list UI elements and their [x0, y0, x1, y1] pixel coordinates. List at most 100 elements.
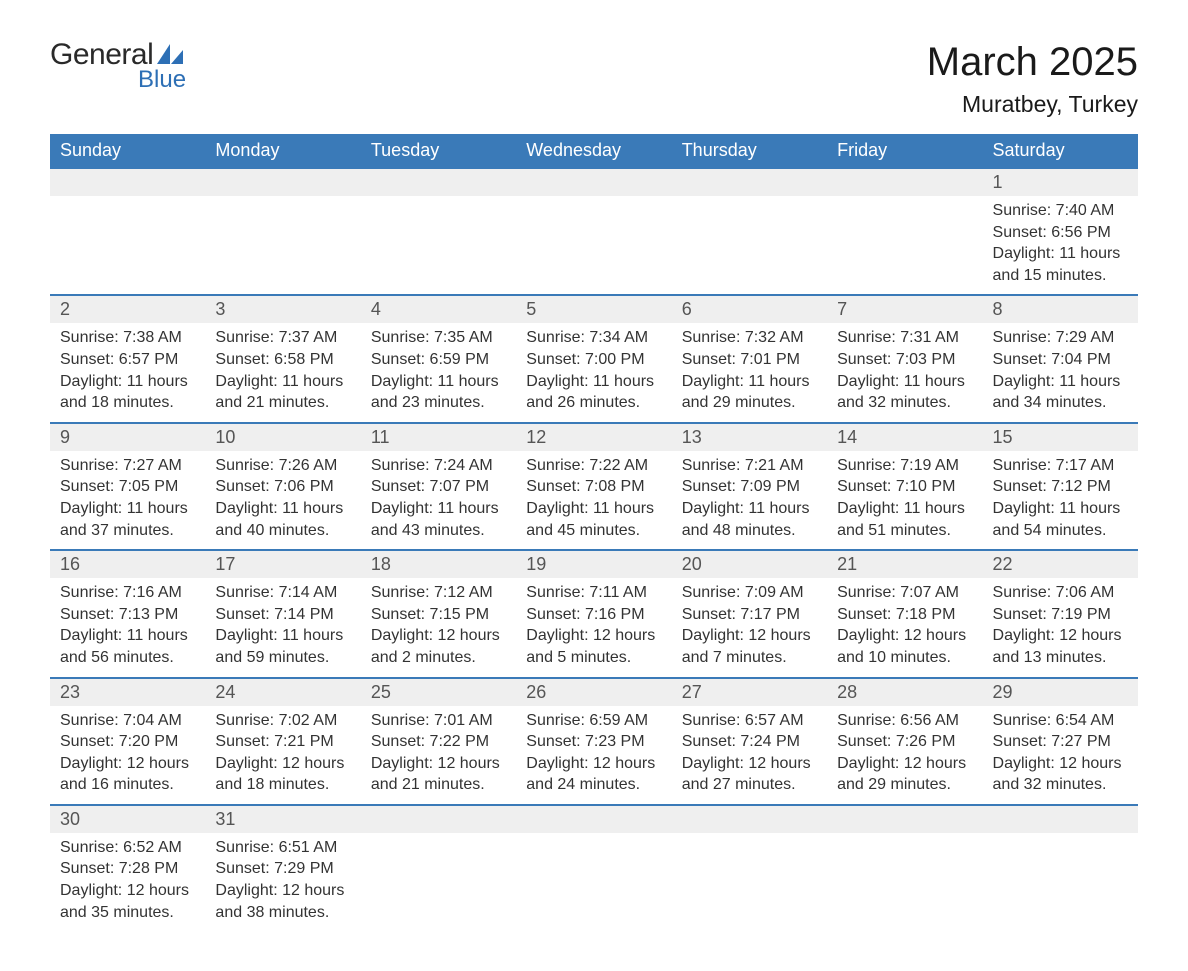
sunset-line: Sunset: 6:59 PM [371, 349, 506, 371]
day-details: Sunrise: 7:11 AMSunset: 7:16 PMDaylight:… [516, 578, 671, 676]
daylight-line: Daylight: 12 hours and 13 minutes. [993, 625, 1128, 668]
calendar-empty-cell [516, 805, 671, 931]
sunrise-line: Sunrise: 7:02 AM [215, 710, 350, 732]
daylight-line: Daylight: 11 hours and 15 minutes. [993, 243, 1128, 286]
day-number: 1 [983, 169, 1138, 196]
daylight-line: Daylight: 12 hours and 35 minutes. [60, 880, 195, 923]
day-number: 31 [205, 806, 360, 833]
sunrise-line: Sunrise: 7:40 AM [993, 200, 1128, 222]
sunrise-line: Sunrise: 7:37 AM [215, 327, 350, 349]
sunrise-line: Sunrise: 6:54 AM [993, 710, 1128, 732]
day-number: 29 [983, 679, 1138, 706]
brand-sail-icon [157, 44, 183, 64]
weekday-header: Sunday [50, 134, 205, 168]
daylight-line: Daylight: 11 hours and 23 minutes. [371, 371, 506, 414]
day-number: 21 [827, 551, 982, 578]
day-details: Sunrise: 7:17 AMSunset: 7:12 PMDaylight:… [983, 451, 1138, 549]
daylight-line: Daylight: 11 hours and 40 minutes. [215, 498, 350, 541]
daylight-line: Daylight: 11 hours and 18 minutes. [60, 371, 195, 414]
daylight-line: Daylight: 11 hours and 48 minutes. [682, 498, 817, 541]
sunset-line: Sunset: 7:05 PM [60, 476, 195, 498]
calendar-empty-cell [827, 168, 982, 295]
sunset-line: Sunset: 7:20 PM [60, 731, 195, 753]
sunrise-line: Sunrise: 7:35 AM [371, 327, 506, 349]
sunset-line: Sunset: 7:17 PM [682, 604, 817, 626]
day-details: Sunrise: 7:14 AMSunset: 7:14 PMDaylight:… [205, 578, 360, 676]
calendar-week-row: 2Sunrise: 7:38 AMSunset: 6:57 PMDaylight… [50, 295, 1138, 422]
sunrise-line: Sunrise: 7:12 AM [371, 582, 506, 604]
day-number: 30 [50, 806, 205, 833]
day-number [672, 806, 827, 833]
calendar-empty-cell [205, 168, 360, 295]
daylight-line: Daylight: 11 hours and 26 minutes. [526, 371, 661, 414]
sunset-line: Sunset: 7:10 PM [837, 476, 972, 498]
sunrise-line: Sunrise: 7:32 AM [682, 327, 817, 349]
calendar-day-cell: 29Sunrise: 6:54 AMSunset: 7:27 PMDayligh… [983, 678, 1138, 805]
sunset-line: Sunset: 7:03 PM [837, 349, 972, 371]
sunset-line: Sunset: 7:04 PM [993, 349, 1128, 371]
day-number: 28 [827, 679, 982, 706]
day-details: Sunrise: 7:21 AMSunset: 7:09 PMDaylight:… [672, 451, 827, 549]
sunset-line: Sunset: 6:58 PM [215, 349, 350, 371]
daylight-line: Daylight: 12 hours and 21 minutes. [371, 753, 506, 796]
sunset-line: Sunset: 7:23 PM [526, 731, 661, 753]
day-details: Sunrise: 7:06 AMSunset: 7:19 PMDaylight:… [983, 578, 1138, 676]
sunrise-line: Sunrise: 7:16 AM [60, 582, 195, 604]
day-number: 5 [516, 296, 671, 323]
day-details: Sunrise: 6:51 AMSunset: 7:29 PMDaylight:… [205, 833, 360, 931]
calendar-day-cell: 22Sunrise: 7:06 AMSunset: 7:19 PMDayligh… [983, 550, 1138, 677]
daylight-line: Daylight: 12 hours and 24 minutes. [526, 753, 661, 796]
day-details: Sunrise: 6:56 AMSunset: 7:26 PMDaylight:… [827, 706, 982, 804]
brand-word-2: Blue [138, 68, 186, 92]
weekday-header: Wednesday [516, 134, 671, 168]
day-details [672, 833, 827, 845]
day-number: 6 [672, 296, 827, 323]
day-details: Sunrise: 6:59 AMSunset: 7:23 PMDaylight:… [516, 706, 671, 804]
sunrise-line: Sunrise: 7:22 AM [526, 455, 661, 477]
day-number: 13 [672, 424, 827, 451]
sunrise-line: Sunrise: 7:34 AM [526, 327, 661, 349]
day-number: 8 [983, 296, 1138, 323]
sunrise-line: Sunrise: 7:04 AM [60, 710, 195, 732]
day-details: Sunrise: 7:12 AMSunset: 7:15 PMDaylight:… [361, 578, 516, 676]
calendar-week-row: 30Sunrise: 6:52 AMSunset: 7:28 PMDayligh… [50, 805, 1138, 931]
daylight-line: Daylight: 12 hours and 7 minutes. [682, 625, 817, 668]
weekday-header: Tuesday [361, 134, 516, 168]
day-number: 26 [516, 679, 671, 706]
day-details [827, 833, 982, 845]
calendar-day-cell: 4Sunrise: 7:35 AMSunset: 6:59 PMDaylight… [361, 295, 516, 422]
daylight-line: Daylight: 12 hours and 29 minutes. [837, 753, 972, 796]
day-number: 11 [361, 424, 516, 451]
sunset-line: Sunset: 7:00 PM [526, 349, 661, 371]
day-details: Sunrise: 7:24 AMSunset: 7:07 PMDaylight:… [361, 451, 516, 549]
day-details [983, 833, 1138, 845]
sunset-line: Sunset: 7:15 PM [371, 604, 506, 626]
calendar-empty-cell [672, 168, 827, 295]
day-number: 3 [205, 296, 360, 323]
day-number: 7 [827, 296, 982, 323]
sunrise-line: Sunrise: 7:31 AM [837, 327, 972, 349]
day-number [672, 169, 827, 196]
day-number [50, 169, 205, 196]
day-details: Sunrise: 6:54 AMSunset: 7:27 PMDaylight:… [983, 706, 1138, 804]
day-details: Sunrise: 7:02 AMSunset: 7:21 PMDaylight:… [205, 706, 360, 804]
calendar-day-cell: 31Sunrise: 6:51 AMSunset: 7:29 PMDayligh… [205, 805, 360, 931]
calendar-day-cell: 27Sunrise: 6:57 AMSunset: 7:24 PMDayligh… [672, 678, 827, 805]
calendar-day-cell: 7Sunrise: 7:31 AMSunset: 7:03 PMDaylight… [827, 295, 982, 422]
daylight-line: Daylight: 12 hours and 32 minutes. [993, 753, 1128, 796]
day-details: Sunrise: 7:37 AMSunset: 6:58 PMDaylight:… [205, 323, 360, 421]
day-details [516, 196, 671, 208]
weekday-header: Friday [827, 134, 982, 168]
calendar-day-cell: 20Sunrise: 7:09 AMSunset: 7:17 PMDayligh… [672, 550, 827, 677]
sunset-line: Sunset: 7:28 PM [60, 858, 195, 880]
sunset-line: Sunset: 7:09 PM [682, 476, 817, 498]
day-number: 20 [672, 551, 827, 578]
daylight-line: Daylight: 12 hours and 16 minutes. [60, 753, 195, 796]
calendar-week-row: 9Sunrise: 7:27 AMSunset: 7:05 PMDaylight… [50, 423, 1138, 550]
daylight-line: Daylight: 12 hours and 2 minutes. [371, 625, 506, 668]
sunset-line: Sunset: 7:18 PM [837, 604, 972, 626]
sunrise-line: Sunrise: 6:51 AM [215, 837, 350, 859]
daylight-line: Daylight: 12 hours and 27 minutes. [682, 753, 817, 796]
sunset-line: Sunset: 7:24 PM [682, 731, 817, 753]
day-number: 12 [516, 424, 671, 451]
